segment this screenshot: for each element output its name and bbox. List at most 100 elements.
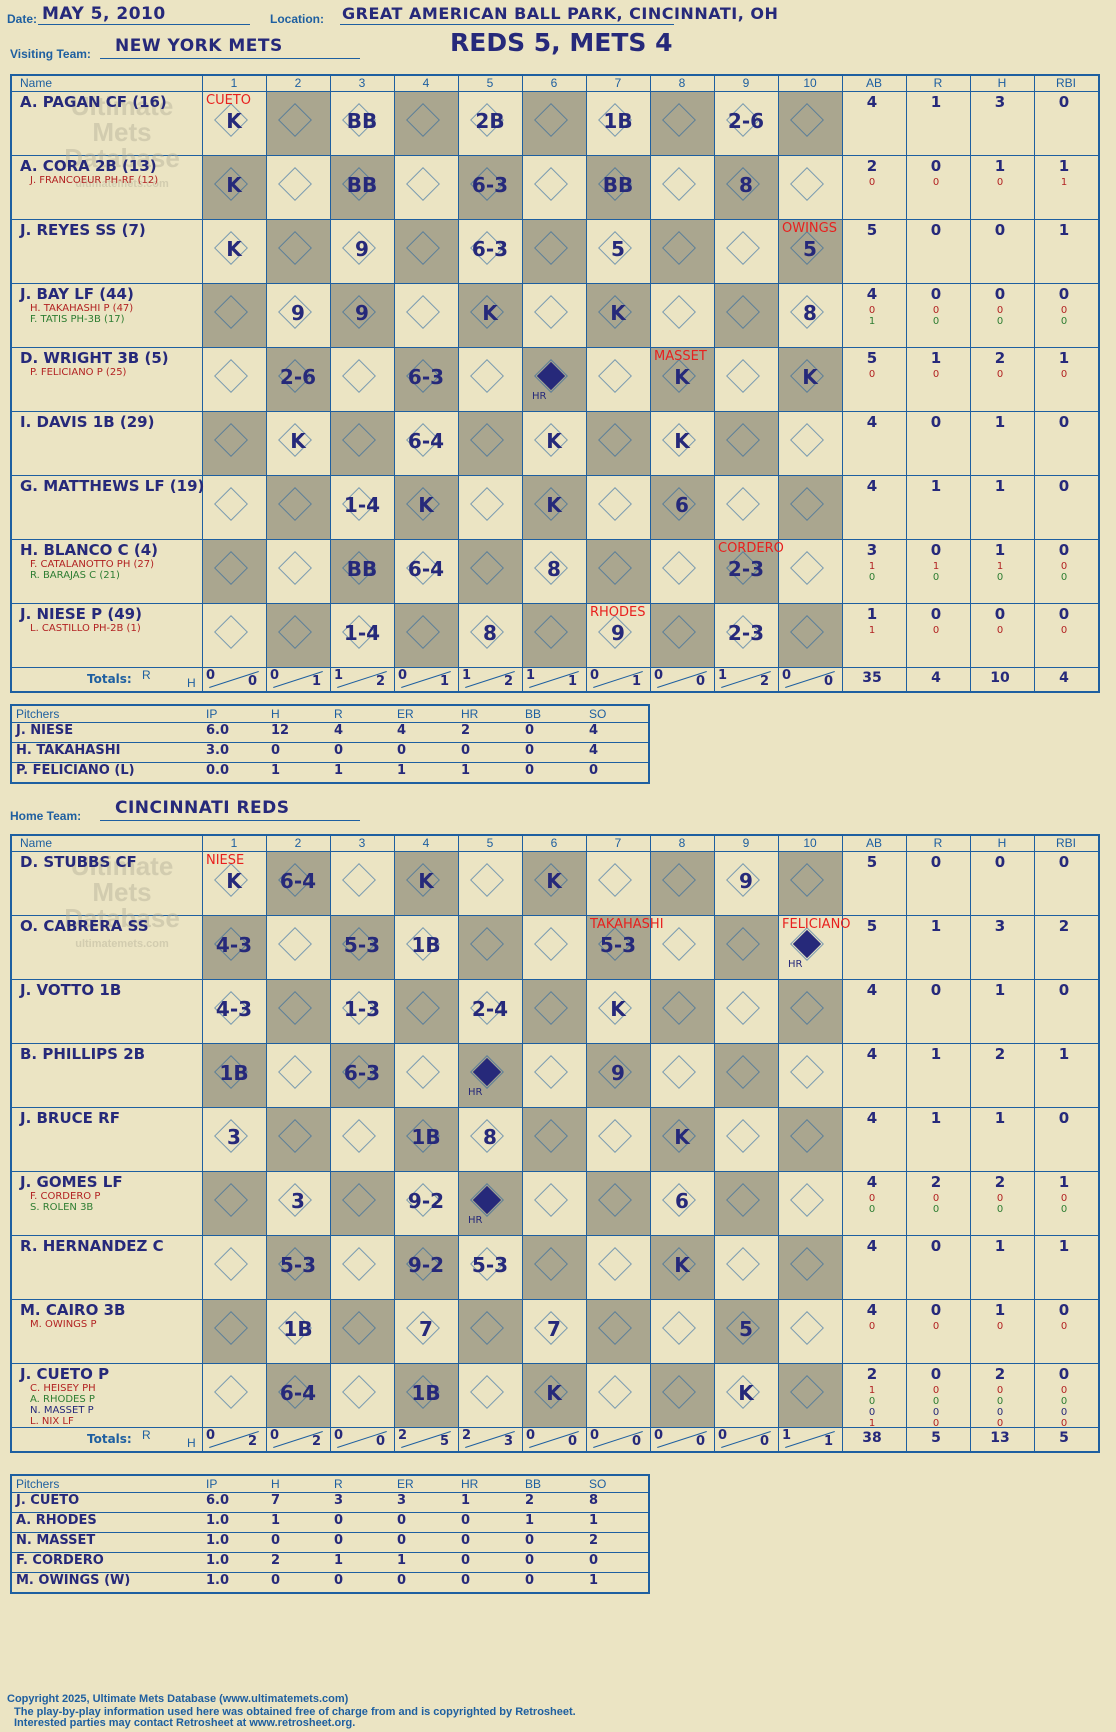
inning-header-7: 7 (614, 836, 622, 850)
play-result: 3 (291, 1189, 305, 1213)
row-divider (12, 1572, 648, 1573)
play-result: 9 (355, 237, 369, 261)
batter-stat-r: 0 (930, 1301, 942, 1319)
substitute-name: C. HEISEY PH (30, 1383, 96, 1394)
inning-cell-shaded (714, 283, 778, 347)
scorecard-grid: Name 1 2 3 4 5 6 7 8 9 10 AB R H RBI Ultimate Mets Databa… (10, 74, 1100, 693)
batter-stat-ab: 1 (866, 605, 878, 623)
inning-cell-shaded (522, 91, 586, 155)
batter-stat-ab: 4 (866, 1173, 878, 1191)
inning-cell-shaded (522, 979, 586, 1043)
team-total-rbi: 4 (1059, 670, 1069, 686)
batter-stat-rbi: 0 (1058, 1109, 1070, 1127)
play-result: 8 (547, 557, 561, 581)
substitute-name: L. NIX LF (30, 1416, 74, 1427)
base-diamond (534, 167, 568, 201)
play-result: K (418, 869, 434, 893)
inning-cell-shaded (458, 915, 522, 979)
home-team-label: Home Team: (10, 809, 82, 823)
inning-header-6: 6 (550, 836, 558, 850)
play-result: 5 (803, 237, 817, 261)
pitcher-stat: 7 (271, 1493, 281, 1508)
pitcher-stat: 0 (271, 1533, 281, 1548)
inning-cell-shaded (778, 1235, 842, 1299)
substitute-stat: 0 (996, 1193, 1004, 1204)
inning-cell-shaded (650, 979, 714, 1043)
play-result: 9-2 (407, 1189, 445, 1213)
inning-header-7: 7 (614, 76, 622, 90)
inning-cell-shaded (266, 1107, 330, 1171)
inning-cell-shaded (266, 603, 330, 667)
batter-stat-r: 0 (930, 221, 942, 239)
batter-stat-h: 1 (994, 1237, 1006, 1255)
inning-header-9: 9 (742, 836, 750, 850)
pitcher-stat: 0 (271, 743, 281, 758)
inning-header-8: 8 (678, 836, 686, 850)
batter-stat-r: 1 (930, 1109, 942, 1127)
substitute-stat: 0 (932, 572, 940, 583)
pitcher-name: M. OWINGS (W) (16, 1573, 131, 1588)
inning-cell-shaded (394, 219, 458, 283)
substitute-stat: 0 (868, 177, 876, 188)
substitute-stat: 0 (1060, 625, 1068, 636)
col-divider (842, 836, 843, 1451)
base-diamond (598, 863, 632, 897)
inning-total-hits: 1 (632, 674, 642, 689)
base-diamond (790, 551, 824, 585)
row-divider (12, 667, 1098, 668)
pitchers-grid: Pitchers IP H R ER HR BB SO J. CUETO 6.0 7 3 3 1 2 8 A. … (10, 1474, 650, 1594)
substitute-stat: 0 (996, 177, 1004, 188)
inning-cell-shaded (458, 1299, 522, 1363)
totals-r-label: R (142, 1428, 151, 1442)
batter-stat-h: 1 (994, 541, 1006, 559)
inning-cell-shaded (586, 539, 650, 603)
pitching-change-label: NIESE (206, 853, 245, 868)
substitute-stat: 0 (932, 177, 940, 188)
inning-total-hits: 2 (760, 674, 770, 689)
visiting-team-name: NEW YORK METS (115, 36, 283, 56)
inning-cell-shaded (202, 1171, 266, 1235)
team-total-h: 10 (990, 670, 1010, 686)
substitute-stat: 1 (996, 561, 1004, 572)
play-result: K (482, 301, 498, 325)
inning-cell-shaded (522, 603, 586, 667)
batter-stat-h: 0 (994, 853, 1006, 871)
play-result: K (546, 429, 562, 453)
pitcher-stat: 1 (334, 1553, 344, 1568)
batter-stat-r: 0 (930, 853, 942, 871)
inning-cell-shaded (778, 219, 842, 283)
batter-name: A. CORA 2B (13) (20, 157, 157, 175)
base-diamond (662, 927, 696, 961)
play-result: 2B (475, 109, 505, 133)
play-result: 6-4 (279, 869, 317, 893)
substitute-name: A. RHODES P (30, 1394, 95, 1405)
pitcher-stat: 1.0 (206, 1573, 230, 1588)
pitcher-stat: 1 (334, 763, 344, 778)
substitute-name: F. CATALANOTTO PH (27) (30, 559, 155, 570)
inning-header-1: 1 (230, 836, 238, 850)
inning-total-runs: 0 (782, 668, 792, 683)
pitching-change-label: CORDERO (718, 541, 784, 556)
substitute-name: N. MASSET P (30, 1405, 94, 1416)
inning-cell-shaded (778, 979, 842, 1043)
inning-cell-shaded (394, 851, 458, 915)
row-divider (12, 283, 1098, 284)
play-result: 9 (739, 869, 753, 893)
play-result: HR (788, 959, 803, 970)
pitcher-stat: 2 (271, 1553, 281, 1568)
play-result: 2-3 (727, 621, 765, 645)
pitcher-stat: 3.0 (206, 743, 230, 758)
base-diamond (790, 167, 824, 201)
substitute-name: L. CASTILLO PH-2B (1) (30, 623, 141, 634)
play-result: 1B (283, 1317, 313, 1341)
inning-cell-shaded (778, 91, 842, 155)
play-result: K (226, 869, 242, 893)
batter-name: J. NIESE P (49) (20, 605, 142, 623)
batter-stat-ab: 4 (866, 93, 878, 111)
inning-total-hits: 2 (504, 674, 514, 689)
play-result: 5-3 (343, 933, 381, 957)
inning-total-hits: 3 (504, 1434, 514, 1449)
substitute-stat: 1 (868, 561, 876, 572)
col-divider (522, 836, 523, 1451)
game-date: MAY 5, 2010 (42, 4, 166, 24)
